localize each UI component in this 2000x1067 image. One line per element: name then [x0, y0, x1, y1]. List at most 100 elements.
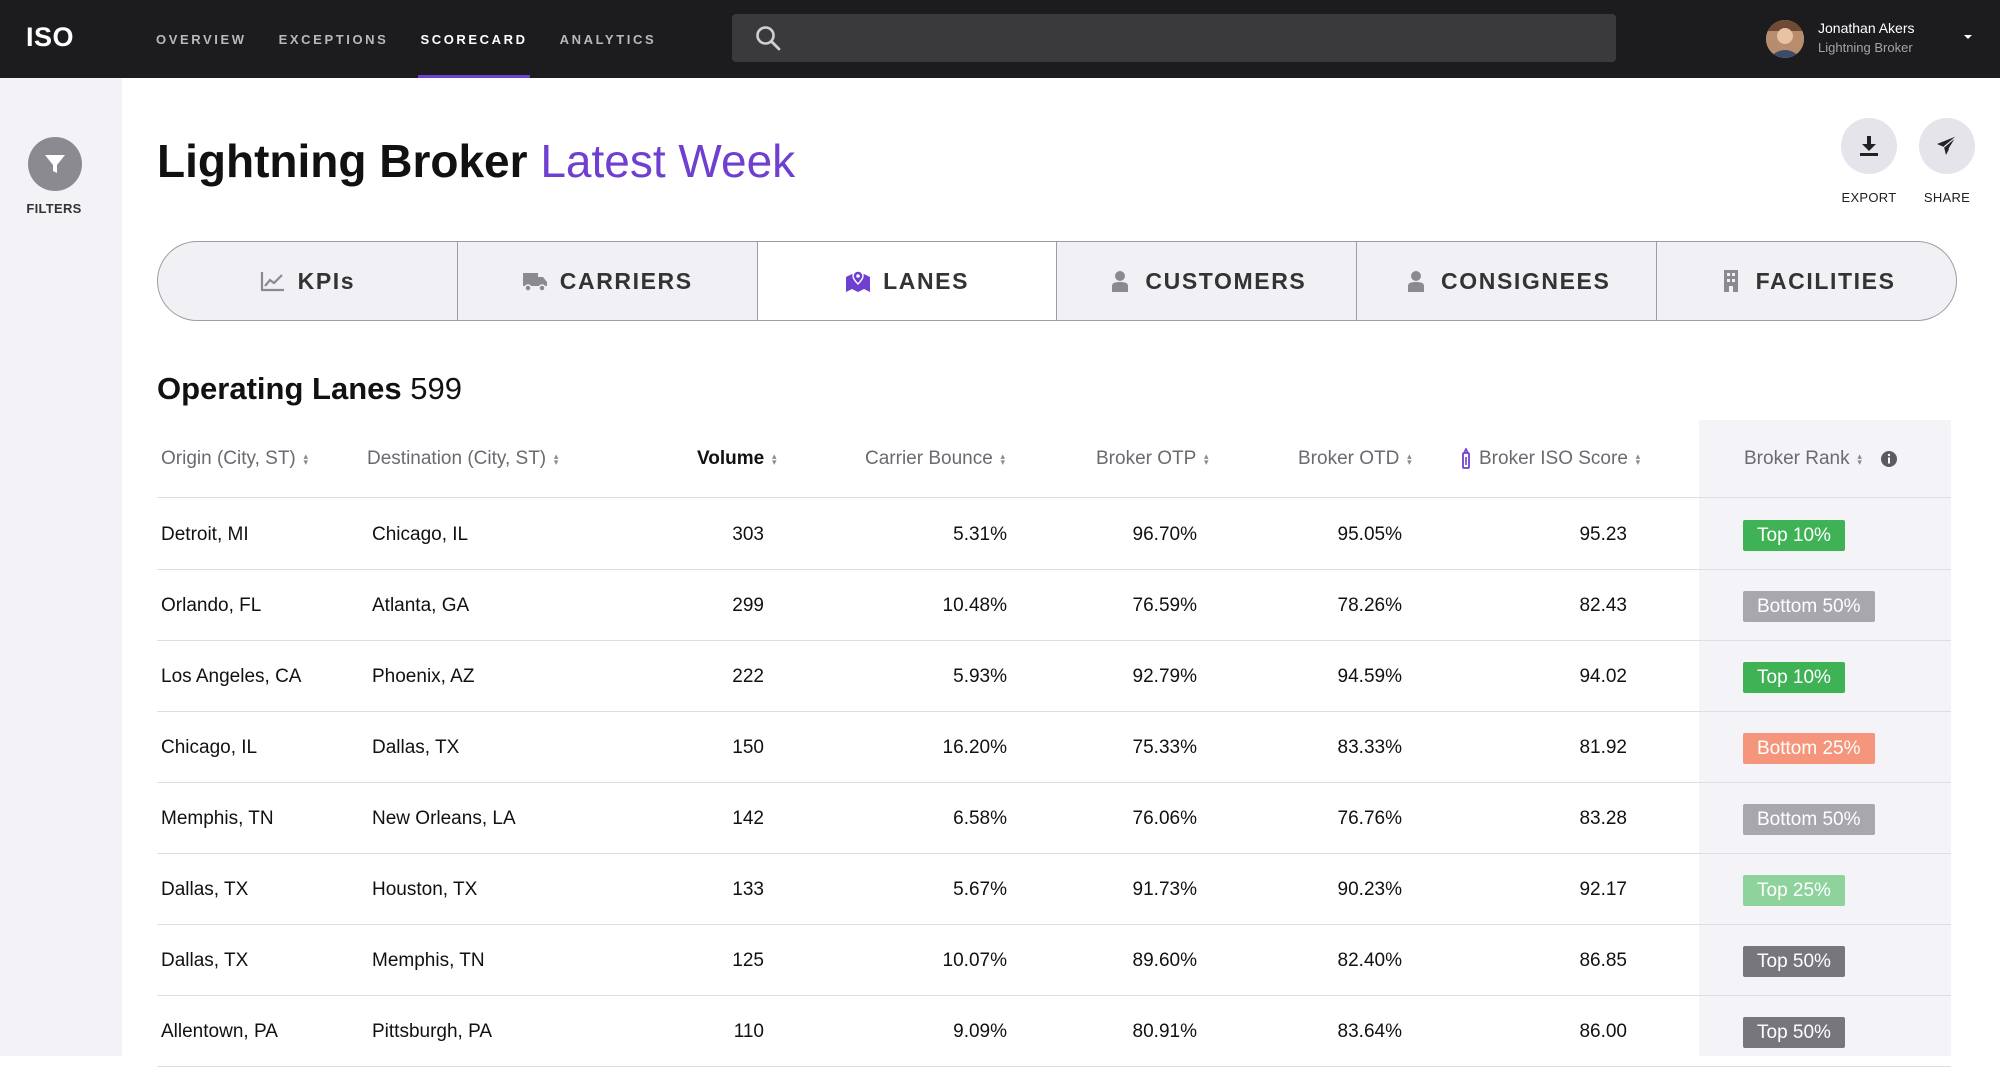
cell-carrier-bounce: 6.58% — [953, 807, 1007, 829]
search-icon[interactable] — [754, 24, 782, 52]
truck-icon — [522, 273, 547, 292]
scorecard-tabs: KPIs CARRIERS LANES CUSTOMERS CONSIGNEES — [157, 241, 1957, 321]
info-icon[interactable] — [1880, 450, 1898, 468]
cell-volume: 150 — [732, 736, 764, 758]
tab-lanes[interactable]: LANES — [757, 242, 1058, 320]
sort-icon: ▴ ▾ — [771, 451, 777, 467]
export-button[interactable]: EXPORT — [1841, 118, 1897, 205]
cell-destination: Atlanta, GA — [372, 594, 470, 616]
filters-button[interactable] — [28, 137, 82, 191]
cell-volume: 222 — [732, 665, 764, 687]
col-broker-otd[interactable]: Broker OTD ▴ ▾ — [1298, 420, 1413, 498]
cell-origin: Dallas, TX — [161, 949, 249, 971]
main-nav: OVERVIEW EXCEPTIONS SCORECARD ANALYTICS — [140, 0, 672, 78]
tab-facilities-label: FACILITIES — [1755, 267, 1896, 294]
cell-broker-otd: 82.40% — [1337, 949, 1402, 971]
table-row[interactable]: Dallas, TX Memphis, TN 125 10.07% 89.60% 82.4… — [157, 925, 1951, 996]
sort-icon: ▴ ▾ — [1857, 451, 1862, 467]
table-row[interactable]: Detroit, MI Chicago, IL 303 5.31% 96.70% 95.0… — [157, 499, 1951, 570]
cell-carrier-bounce: 5.93% — [953, 665, 1007, 687]
nav-scorecard[interactable]: SCORECARD — [404, 0, 543, 78]
cell-destination: Pittsburgh, PA — [372, 1020, 493, 1042]
share-button[interactable]: SHARE — [1919, 118, 1975, 205]
avatar[interactable] — [1766, 20, 1804, 58]
table-row[interactable]: Los Angeles, CA Phoenix, AZ 222 5.93% 92.79%… — [157, 641, 1951, 712]
cell-broker-otp: 80.91% — [1132, 1020, 1197, 1042]
cell-volume: 125 — [732, 949, 764, 971]
cell-broker-otd: 78.26% — [1337, 594, 1402, 616]
cell-carrier-bounce: 5.31% — [953, 523, 1007, 545]
user-menu[interactable]: Jonathan Akers Lightning Broker — [1766, 20, 1986, 60]
rank-badge: Bottom 50% — [1743, 804, 1875, 835]
sort-icon: ▴ ▾ — [1000, 451, 1006, 467]
user-name: Jonathan Akers — [1818, 20, 1915, 36]
tab-kpis[interactable]: KPIs — [158, 242, 458, 320]
cell-destination: Memphis, TN — [372, 949, 485, 971]
cell-broker-iso-score: 94.02 — [1579, 665, 1627, 687]
rank-badge: Bottom 50% — [1743, 591, 1875, 622]
tab-carriers[interactable]: CARRIERS — [458, 242, 758, 320]
table-row[interactable]: Orlando, FL Atlanta, GA 299 10.48% 76.59% 78.… — [157, 570, 1951, 641]
cell-broker-iso-score: 81.92 — [1579, 736, 1627, 758]
cell-destination: New Orleans, LA — [372, 807, 516, 829]
table-row[interactable]: Chicago, IL Dallas, TX 150 16.20% 75.33% 83.3… — [157, 712, 1951, 783]
rank-badge: Top 50% — [1743, 1017, 1845, 1048]
cell-origin: Los Angeles, CA — [161, 665, 302, 687]
nav-exceptions[interactable]: EXCEPTIONS — [278, 31, 389, 47]
sort-icon: ▴ ▾ — [553, 451, 559, 467]
tab-facilities[interactable]: FACILITIES — [1657, 242, 1956, 320]
sort-icon: ▴ ▾ — [1407, 451, 1412, 467]
cell-broker-iso-score: 82.43 — [1579, 594, 1627, 616]
col-broker-rank[interactable]: Broker Rank ▴ ▾ — [1744, 420, 1898, 498]
col-broker-otp[interactable]: Broker OTP ▴ ▾ — [1096, 420, 1210, 498]
cell-origin: Dallas, TX — [161, 878, 249, 900]
tab-consignees[interactable]: CONSIGNEES — [1357, 242, 1658, 320]
table-row[interactable]: Dallas, TX Houston, TX 133 5.67% 91.73% 90.23… — [157, 854, 1951, 925]
col-broker-iso-score-label: Broker ISO Score — [1479, 448, 1628, 469]
search-bar[interactable] — [732, 14, 1616, 62]
tab-kpis-label: KPIs — [297, 267, 356, 294]
cell-broker-otp: 89.60% — [1132, 949, 1197, 971]
section-count: 599 — [410, 371, 462, 406]
cell-volume: 299 — [732, 594, 764, 616]
filters-label: FILTERS — [26, 201, 82, 216]
cell-broker-iso-score: 83.28 — [1579, 807, 1627, 829]
col-carrier-bounce[interactable]: Carrier Bounce ▴ ▾ — [865, 420, 1007, 498]
cell-destination: Chicago, IL — [372, 523, 469, 545]
cell-volume: 110 — [733, 1020, 764, 1042]
col-broker-iso-score[interactable]: Broker ISO Score ▴ ▾ — [1459, 420, 1642, 498]
share-label: SHARE — [1923, 190, 1971, 205]
filter-icon — [45, 155, 65, 173]
col-origin[interactable]: Origin (City, ST) ▴ ▾ — [161, 420, 310, 498]
cell-volume: 303 — [732, 523, 764, 545]
send-icon — [1937, 135, 1958, 155]
download-icon — [1860, 136, 1878, 156]
page-title-period[interactable]: Latest Week — [540, 135, 796, 187]
cell-origin: Chicago, IL — [161, 736, 258, 758]
iso-score-icon — [1462, 448, 1470, 469]
col-destination[interactable]: Destination (City, ST) ▴ ▾ — [367, 420, 560, 498]
cell-broker-iso-score: 95.23 — [1579, 523, 1627, 545]
cell-volume: 133 — [732, 878, 764, 900]
chevron-down-icon[interactable] — [1962, 32, 1974, 42]
cell-broker-otp: 96.70% — [1132, 523, 1197, 545]
cell-destination: Dallas, TX — [372, 736, 460, 758]
nav-overview[interactable]: OVERVIEW — [156, 31, 247, 47]
cell-broker-otd: 83.33% — [1337, 736, 1402, 758]
table-row[interactable]: Memphis, TN New Orleans, LA 142 6.58% 76.06%… — [157, 783, 1951, 854]
rank-badge: Bottom 25% — [1743, 733, 1875, 764]
cell-volume: 142 — [732, 807, 764, 829]
tab-customers[interactable]: CUSTOMERS — [1057, 242, 1358, 320]
cell-carrier-bounce: 10.07% — [942, 949, 1007, 971]
sort-icon: ▴ ▾ — [303, 451, 309, 467]
rank-badge: Top 10% — [1743, 520, 1845, 551]
app-logo[interactable]: ISO — [26, 22, 75, 52]
rank-badge: Top 50% — [1743, 946, 1845, 977]
col-broker-otd-label: Broker OTD — [1298, 448, 1400, 469]
col-volume-label: Volume — [697, 448, 765, 469]
chart-icon — [260, 272, 284, 292]
col-volume[interactable]: Volume ▴ ▾ — [697, 420, 778, 498]
cell-destination: Houston, TX — [372, 878, 478, 900]
table-row[interactable]: Allentown, PA Pittsburgh, PA 110 9.09% 80.91… — [157, 996, 1951, 1067]
nav-analytics[interactable]: ANALYTICS — [559, 31, 657, 47]
